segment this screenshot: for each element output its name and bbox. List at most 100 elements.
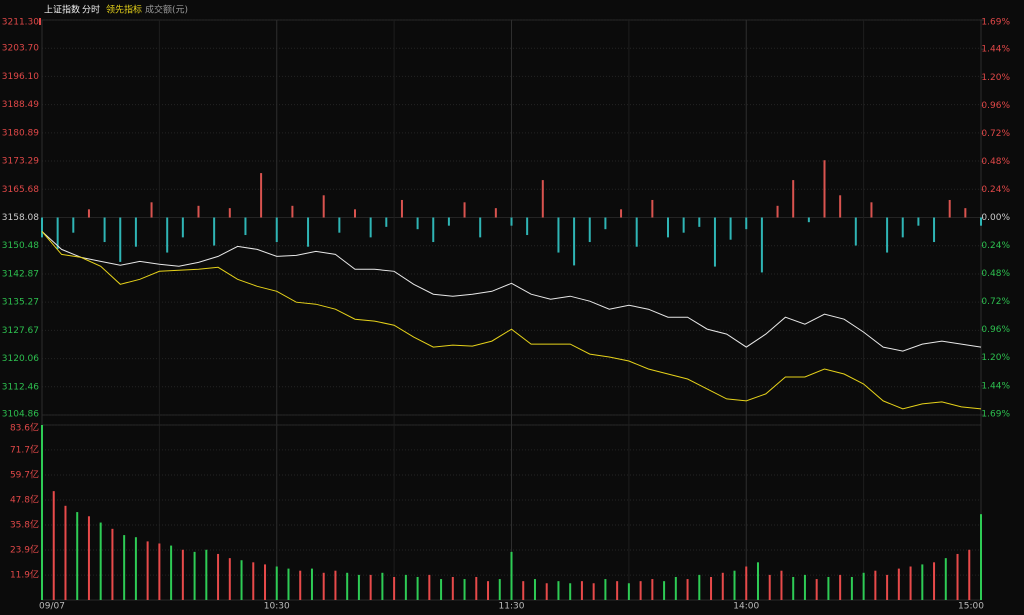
breadth-bar <box>181 217 184 238</box>
volume-bar <box>52 491 55 600</box>
indicator-name[interactable]: 领先指标 <box>106 4 142 16</box>
breadth-bar <box>510 217 513 226</box>
y2-tick-label: 1.44% <box>981 45 1010 55</box>
price-line <box>41 231 982 352</box>
volume-bar <box>404 574 407 600</box>
breadth-bar <box>604 217 607 230</box>
volume-bar <box>674 576 677 600</box>
breadth-bar <box>667 217 669 238</box>
breadth-bar <box>870 202 873 218</box>
breadth-bar <box>213 217 216 246</box>
breadth-bar <box>588 217 591 243</box>
volume-bar <box>369 574 372 600</box>
volume-bar <box>533 579 536 600</box>
breadth-bar <box>854 217 857 246</box>
volume-bar <box>886 574 889 600</box>
breadth-bar <box>72 217 75 233</box>
breadth-bar <box>322 195 325 218</box>
breadth-bar <box>197 205 200 218</box>
breadth-bar <box>432 217 435 243</box>
volume-bar <box>252 562 255 600</box>
volume-bar <box>627 583 630 600</box>
volume-bar <box>968 549 971 600</box>
y-tick-label: 3142.87 <box>2 269 39 279</box>
breadth-bar <box>980 217 982 226</box>
volume-tick-label: 83.6亿 <box>10 422 39 434</box>
volume-bar <box>475 576 478 600</box>
volume-title: 成交额(元) <box>145 4 188 16</box>
breadth-bar <box>557 217 560 253</box>
volume-tick-label: 11.9亿 <box>10 569 39 581</box>
volume-bar <box>181 549 184 600</box>
volume-bar <box>64 505 67 600</box>
volume-bar <box>545 583 548 600</box>
y2-tick-label: 0.96% <box>981 325 1010 335</box>
y2-tick-label: 1.20% <box>981 353 1010 363</box>
breadth-bar <box>541 180 544 218</box>
x-tick-label: 15:00 <box>958 602 984 612</box>
volume-bar <box>663 581 666 600</box>
volume-bar <box>322 572 325 600</box>
volume-bar <box>146 541 149 600</box>
y2-tick-label: 0.48% <box>981 269 1010 279</box>
breadth-bar <box>651 199 654 218</box>
breadth-bar <box>447 217 450 226</box>
volume-bar <box>897 568 900 600</box>
breadth-bar <box>839 195 842 218</box>
mode[interactable]: 分时 <box>82 4 100 16</box>
breadth-bar <box>745 217 748 230</box>
index-name: 上证指数 <box>44 4 80 16</box>
volume-bar <box>803 574 806 600</box>
x-tick-label: 10:30 <box>264 602 290 612</box>
volume-bar <box>287 568 290 600</box>
y2-tick-label: 0.24% <box>981 185 1010 195</box>
breadth-bar <box>682 217 685 233</box>
volume-bar <box>217 553 220 600</box>
volume-bar <box>639 581 642 600</box>
volume-bar <box>710 576 713 600</box>
y2-tick-label: 0.72% <box>981 129 1010 139</box>
volume-bar <box>874 570 877 600</box>
volume-bar <box>393 576 396 600</box>
y2-tick-label: 1.44% <box>981 381 1010 391</box>
y-tick-label: 3150.48 <box>2 241 39 251</box>
breadth-bar <box>494 208 497 218</box>
volume-bar <box>862 572 865 600</box>
breadth-bar <box>823 160 826 218</box>
volume-bar <box>264 564 267 600</box>
volume-bar <box>334 570 337 600</box>
y2-tick-label: 0.24% <box>981 241 1010 251</box>
y-tick-label: 3165.68 <box>2 185 39 195</box>
breadth-bar <box>244 217 247 236</box>
volume-bar <box>346 572 349 600</box>
breadth-bar <box>901 217 904 238</box>
volume-bar <box>228 558 231 600</box>
breadth-bar <box>307 217 310 247</box>
volume-bar <box>557 581 560 600</box>
y2-tick-label: 0.96% <box>981 101 1010 111</box>
breadth-bar <box>385 217 388 227</box>
volume-bar <box>87 516 90 600</box>
breadth-bar <box>635 217 638 247</box>
volume-tick-label: 23.9亿 <box>10 543 39 555</box>
x-tick-label: 14:00 <box>733 602 759 612</box>
y2-tick-label: 0.48% <box>981 157 1010 167</box>
x-tick-label: 09/07 <box>39 602 65 612</box>
breadth-bar <box>260 173 263 218</box>
price-line <box>41 231 982 410</box>
volume-bar <box>357 574 360 600</box>
volume-tick-label: 71.7亿 <box>10 443 39 455</box>
volume-bar <box>850 576 853 600</box>
volume-bar <box>721 572 724 600</box>
volume-bar <box>768 574 771 600</box>
y-tick-label: 3196.10 <box>2 72 39 82</box>
breadth-bar <box>416 217 419 230</box>
volume-bar <box>792 576 795 600</box>
volume-bar <box>909 566 912 600</box>
breadth-bar <box>291 205 294 218</box>
volume-bar <box>123 535 126 600</box>
breadth-bar <box>620 209 623 218</box>
volume-bar <box>944 558 947 600</box>
volume-tick-label: 35.8亿 <box>10 519 39 531</box>
